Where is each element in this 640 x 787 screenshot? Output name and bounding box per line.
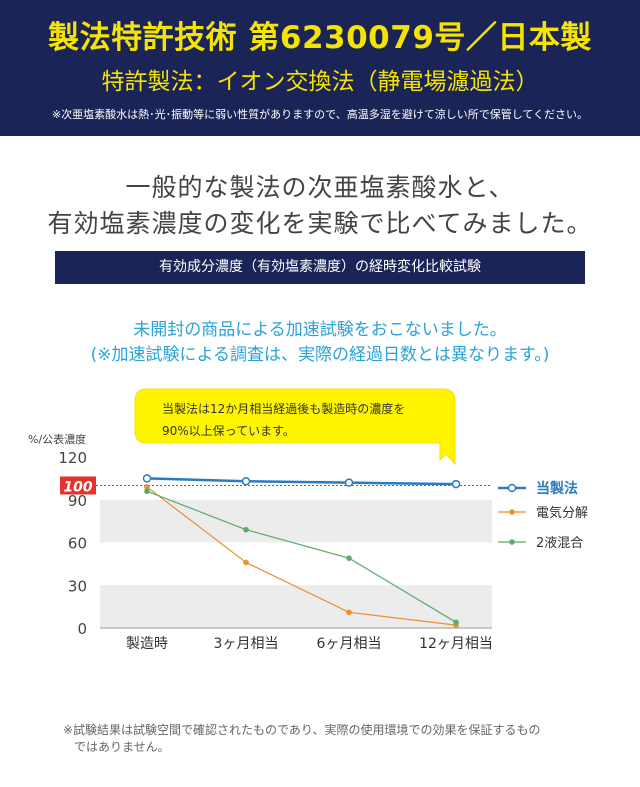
series-line — [146, 486, 457, 626]
y-tick-label: 30 — [68, 577, 87, 595]
concentration-chart: 当製法は12か月相当経過後も製造時の濃度を 90%以上保っています。 %/公表濃… — [28, 388, 588, 652]
x-axis-ticks: 製造時 3ヶ月相当 6ヶ月相当 12ヶ月相当 — [126, 636, 493, 652]
y-axis-ticks: 0 30 60 90 120 — [58, 449, 87, 638]
y-tick-label: 60 — [68, 535, 87, 553]
footnote-line-1: ※試験結果は試験空間で確認されたものであり、実際の使用環境での効果を保証するもの — [63, 723, 541, 737]
legend-label: 電気分解 — [536, 505, 588, 521]
intro-line-2: 有効塩素濃度の変化を実験で比べてみました。 — [47, 209, 593, 238]
legend-swatch-marker — [509, 509, 515, 515]
data-point — [142, 474, 152, 483]
chart-bands — [100, 499, 492, 629]
data-point — [144, 484, 150, 490]
section-title: 有効成分濃度（有効塩素濃度）の経時変化比較試験 — [55, 251, 585, 284]
footnote-line-2: ではありません。 — [74, 740, 170, 754]
data-point — [451, 479, 461, 489]
x-tick-label: 6ヶ月相当 — [317, 636, 382, 652]
reference-tag — [60, 476, 96, 495]
data-point — [344, 478, 354, 487]
series-line — [146, 477, 457, 486]
legend-swatch-marker — [509, 539, 515, 545]
y-tick-label: 120 — [58, 449, 87, 467]
patent-method: 特許製法：イオン交換法（静電場濾過法） — [101, 69, 539, 95]
callout-line-1: 当製法は12か月相当経過後も製造時の濃度を — [162, 401, 405, 416]
callout: 当製法は12か月相当経過後も製造時の濃度を 90%以上保っています。 — [134, 388, 456, 466]
y-tick-label: 90 — [68, 492, 87, 510]
grid-band — [100, 585, 492, 628]
y-axis-label: %/公表濃度 — [28, 432, 86, 446]
callout-bubble — [134, 388, 456, 466]
header-banner: 製法特許技術 第6230079号／日本製 特許製法：イオン交換法（静電場濾過法）… — [0, 0, 640, 136]
legend-swatch-marker — [507, 483, 517, 493]
series-line — [146, 490, 457, 623]
footnote: ※試験結果は試験空間で確認されたものであり、実際の使用環境での効果を保証するもの… — [63, 722, 603, 756]
data-point — [453, 619, 459, 626]
x-tick-label: 3ヶ月相当 — [214, 636, 279, 652]
x-tick-label: 製造時 — [126, 636, 168, 652]
data-point — [346, 555, 352, 561]
reference-line: 100 — [60, 476, 492, 496]
y-tick-label: 0 — [77, 620, 87, 638]
patent-title: 製法特許技術 第6230079号／日本製 — [48, 20, 592, 56]
chart-series — [142, 474, 461, 628]
data-point — [144, 488, 150, 495]
data-point — [243, 559, 249, 566]
data-point — [241, 476, 251, 486]
legend-label: 2液混合 — [536, 536, 583, 551]
test-method: 未開封の商品による加速試験をおこないました。 (※加速試験による調査は、実際の経… — [0, 318, 640, 368]
intro-line-1: 一般的な製法の次亜塩素酸水と、 — [125, 173, 515, 202]
reference-tag-label: 100 — [63, 480, 92, 496]
x-tick-label: 12ヶ月相当 — [419, 636, 493, 652]
storage-note: ※次亜塩素酸水は熱･光･振動等に弱い性質がありますので、高温多湿を避けて涼しい所… — [51, 108, 589, 121]
data-point — [346, 609, 352, 616]
callout-line-2: 90%以上保っています。 — [162, 424, 295, 438]
legend-label: 当製法 — [536, 480, 578, 497]
method-line-1: 未開封の商品による加速試験をおこないました。 — [133, 320, 507, 340]
data-point — [243, 526, 249, 533]
grid-band — [100, 499, 492, 543]
method-line-2: (※加速試験による調査は、実際の経過日数とは異なります。) — [90, 345, 550, 365]
intro-heading: 一般的な製法の次亜塩素酸水と、 有効塩素濃度の変化を実験で比べてみました。 — [0, 170, 640, 242]
